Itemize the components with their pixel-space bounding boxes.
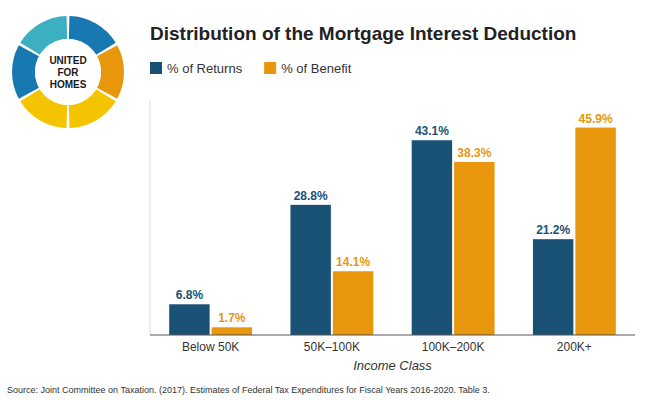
bar <box>290 205 330 335</box>
source-note: Source: Joint Committee on Taxation. (20… <box>7 385 490 395</box>
chart-svg: Distribution of the Mortgage Interest De… <box>0 0 650 400</box>
x-tick-label: 200K+ <box>557 340 592 354</box>
data-label: 6.8% <box>176 288 204 302</box>
logo-text: UNITED <box>49 55 86 66</box>
data-label: 28.8% <box>294 189 328 203</box>
logo-text: HOMES <box>50 79 87 90</box>
bar <box>575 128 615 335</box>
bar <box>412 140 452 335</box>
legend-swatch <box>264 62 276 74</box>
bar <box>454 162 494 335</box>
legend-label: % of Returns <box>167 61 243 76</box>
y-axis-line <box>150 100 151 335</box>
legend-label: % of Benefit <box>281 61 351 76</box>
legend-swatch <box>150 62 162 74</box>
bar <box>533 239 573 335</box>
bar <box>169 304 209 335</box>
x-tick-label: 100K–200K <box>422 340 485 354</box>
bar <box>212 327 252 335</box>
bar <box>333 271 373 335</box>
logo-center <box>35 39 101 105</box>
logo-text: FOR <box>57 67 79 78</box>
logo-segment <box>97 45 124 98</box>
data-label: 43.1% <box>415 124 449 138</box>
chart-container: Distribution of the Mortgage Interest De… <box>0 0 650 400</box>
x-tick-label: Below 50K <box>182 340 239 354</box>
data-label: 38.3% <box>457 146 491 160</box>
bars <box>169 128 616 335</box>
logo-segment <box>12 45 39 98</box>
x-axis-line <box>150 335 635 336</box>
data-label: 21.2% <box>536 223 570 237</box>
data-label: 45.9% <box>579 112 613 126</box>
legend: % of Returns % of Benefit <box>150 61 352 76</box>
data-label: 14.1% <box>336 255 370 269</box>
logo: UNITEDFORHOMES <box>12 16 124 128</box>
x-tick-label: 50K–100K <box>304 340 360 354</box>
x-axis-label: Income Class <box>353 358 432 373</box>
data-labels: 6.8% 28.8% 43.1% 21.2% 1.7% 14.1% 38.3% 45.9% <box>176 112 613 326</box>
data-label: 1.7% <box>218 311 246 325</box>
title: Distribution of the Mortgage Interest De… <box>150 23 576 44</box>
